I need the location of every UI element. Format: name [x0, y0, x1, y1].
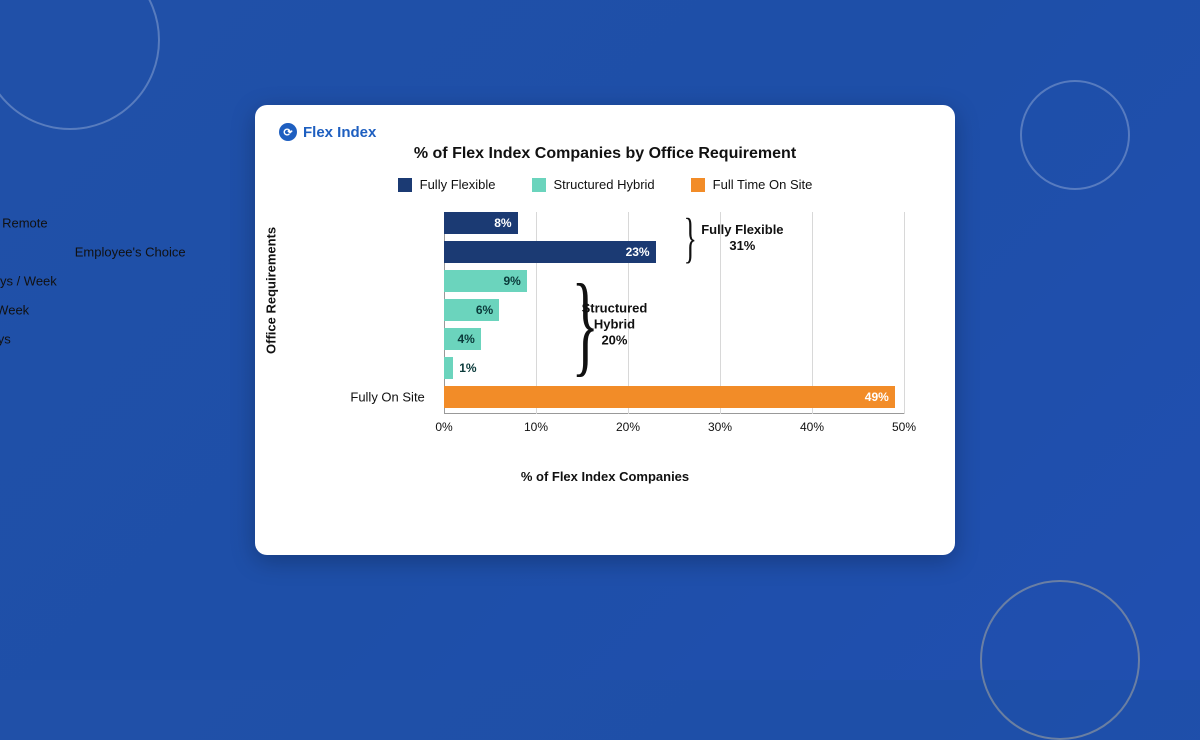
legend-item-structured-hybrid: Structured Hybrid	[532, 177, 655, 192]
x-axis-label: % of Flex Index Companies	[279, 469, 931, 484]
bar-value: 49%	[865, 390, 889, 404]
brand-icon: ⟳	[279, 123, 297, 141]
brand: ⟳ Flex Index	[279, 123, 931, 141]
y-axis-label: Office Requirements	[264, 227, 279, 354]
bar-value: 8%	[494, 216, 511, 230]
legend-swatch	[532, 178, 546, 192]
legend-label: Fully Flexible	[420, 177, 496, 192]
bar: 4%	[444, 328, 481, 350]
bar-value: 4%	[457, 332, 474, 346]
bar-row-label: Min Days / Week	[0, 274, 57, 289]
x-tick-label: 0%	[435, 420, 452, 434]
chart-title: % of Flex Index Companies by Office Requ…	[279, 145, 931, 163]
bg-circle-bottom-right	[980, 580, 1140, 740]
chart-area: Office Requirements 0%10%20%30%40%50%Ful…	[279, 212, 931, 502]
bar-row: Min % of Time1%	[444, 357, 453, 379]
x-tick-label: 20%	[616, 420, 640, 434]
legend-item-fully-flexible: Fully Flexible	[398, 177, 496, 192]
x-tick-label: 50%	[892, 420, 916, 434]
bar: 49%	[444, 386, 895, 408]
bar-value: 6%	[476, 303, 493, 317]
bar-row: Fully On Site49%	[444, 386, 895, 408]
bar-value: 23%	[626, 245, 650, 259]
x-tick-label: 30%	[708, 420, 732, 434]
bar-row: Specific Days / Week6%	[444, 299, 499, 321]
bar: 23%	[444, 241, 656, 263]
bar-row-label: Fully On Site	[275, 390, 425, 405]
bg-circle-top-left	[0, 0, 160, 130]
legend-label: Full Time On Site	[713, 177, 813, 192]
group-annotation: StructuredHybrid20%	[582, 300, 648, 349]
legend-label: Structured Hybrid	[554, 177, 655, 192]
group-annotation: Fully Flexible31%	[701, 221, 783, 254]
plot: 0%10%20%30%40%50%Fully Remote8%Employee'…	[444, 212, 904, 442]
gridline	[904, 212, 905, 414]
legend: Fully Flexible Structured Hybrid Full Ti…	[279, 177, 931, 192]
chart-card: ⟳ Flex Index % of Flex Index Companies b…	[255, 105, 955, 555]
legend-swatch	[691, 178, 705, 192]
bar-value: 1%	[459, 361, 476, 375]
brand-name: Flex Index	[303, 124, 376, 141]
bar-row-label: Fully Remote	[0, 216, 48, 231]
bar: 8%	[444, 212, 518, 234]
bar-value: 9%	[503, 274, 520, 288]
bar: 6%	[444, 299, 499, 321]
legend-item-full-time-on-site: Full Time On Site	[691, 177, 813, 192]
bar-row-label: Specific Days / Week	[0, 303, 29, 318]
bar: 1%	[444, 357, 453, 379]
bg-circle-top-right	[1020, 80, 1130, 190]
bar-row: Min & Spec Days4%	[444, 328, 481, 350]
bar-row: Fully Remote8%	[444, 212, 518, 234]
x-tick-label: 10%	[524, 420, 548, 434]
bar-row-label: Min & Spec Days	[0, 332, 11, 347]
bar-row: Min Days / Week9%	[444, 270, 527, 292]
gridline	[812, 212, 813, 414]
bar-row: Employee's Choice23%	[444, 241, 656, 263]
bar-row-label: Employee's Choice	[36, 245, 186, 260]
x-axis	[444, 413, 904, 414]
legend-swatch	[398, 178, 412, 192]
brace-icon: }	[684, 210, 697, 265]
bar: 9%	[444, 270, 527, 292]
x-tick-label: 40%	[800, 420, 824, 434]
